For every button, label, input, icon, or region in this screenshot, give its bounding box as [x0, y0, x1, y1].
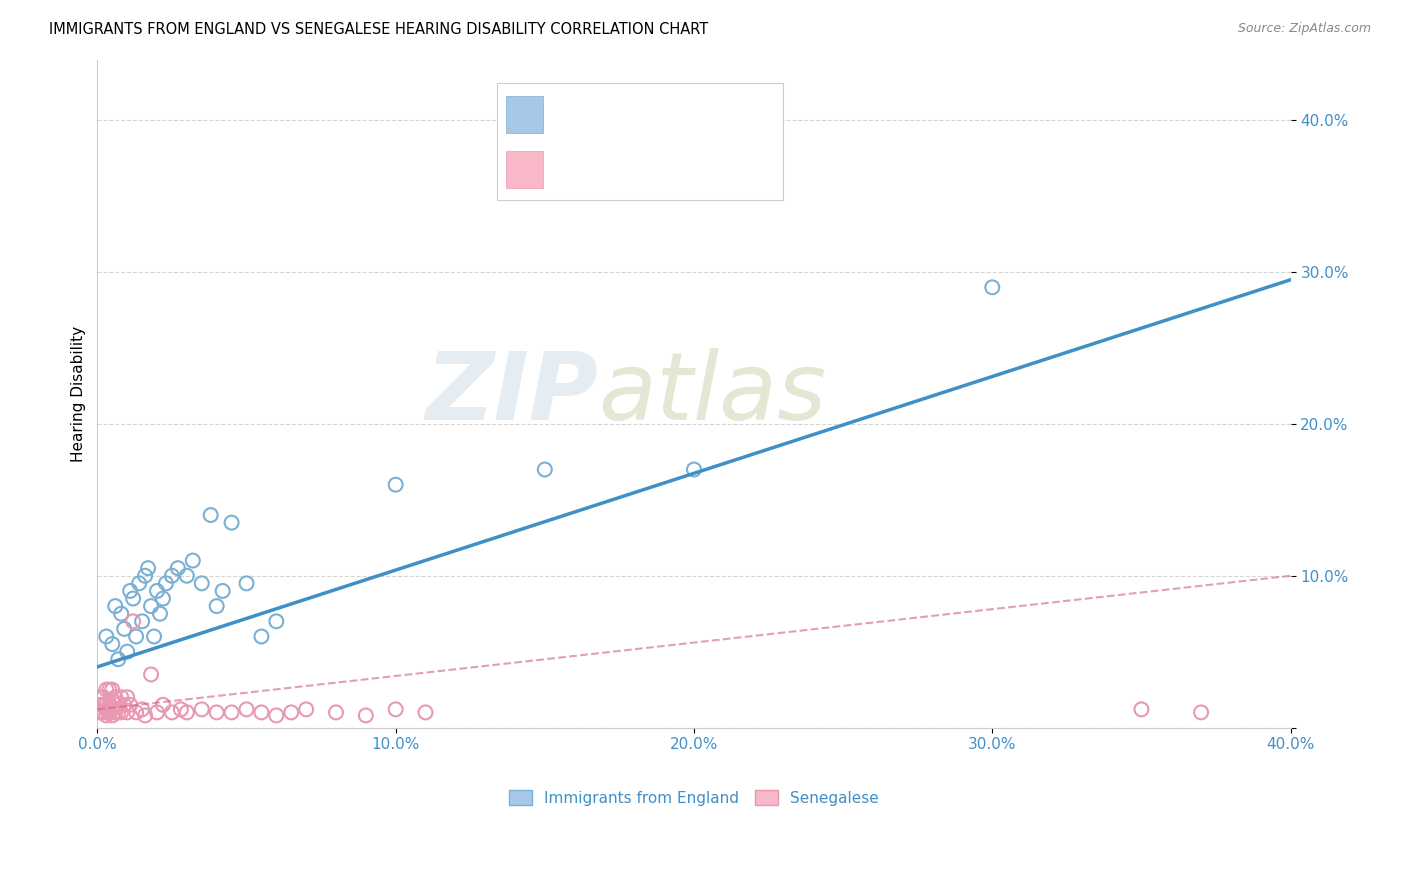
Point	[981, 280, 1004, 294]
Point	[266, 708, 288, 723]
Point	[152, 591, 174, 606]
Point	[384, 477, 406, 491]
Point	[325, 706, 347, 720]
Y-axis label: Hearing Disability: Hearing Disability	[72, 326, 86, 462]
Point	[176, 706, 198, 720]
Point	[104, 599, 127, 614]
Point	[221, 516, 243, 530]
Point	[101, 708, 124, 723]
Point	[200, 508, 222, 522]
Point	[107, 706, 129, 720]
Point	[89, 698, 111, 712]
Point	[104, 690, 127, 705]
Text: atlas: atlas	[599, 348, 827, 439]
Point	[89, 690, 111, 705]
Point	[86, 706, 108, 720]
Point	[115, 645, 138, 659]
Point	[134, 568, 156, 582]
Point	[143, 630, 166, 644]
Point	[96, 698, 118, 712]
Point	[742, 128, 765, 143]
Point	[112, 622, 135, 636]
Point	[160, 568, 183, 582]
Point	[190, 702, 212, 716]
Point	[91, 706, 114, 720]
Text: IMMIGRANTS FROM ENGLAND VS SENEGALESE HEARING DISABILITY CORRELATION CHART: IMMIGRANTS FROM ENGLAND VS SENEGALESE HE…	[49, 22, 709, 37]
Point	[1189, 706, 1212, 720]
Point	[128, 576, 150, 591]
Text: ZIP: ZIP	[426, 348, 599, 440]
Point	[107, 652, 129, 666]
Point	[112, 698, 135, 712]
Point	[266, 615, 288, 629]
Point	[683, 462, 706, 476]
Text: Source: ZipAtlas.com: Source: ZipAtlas.com	[1237, 22, 1371, 36]
Point	[98, 706, 121, 720]
Point	[221, 706, 243, 720]
Point	[205, 599, 228, 614]
Point	[176, 568, 198, 582]
Point	[115, 690, 138, 705]
Point	[110, 690, 132, 705]
Point	[139, 599, 162, 614]
Point	[155, 576, 177, 591]
Point	[160, 706, 183, 720]
Point	[384, 702, 406, 716]
Point	[149, 607, 172, 621]
Point	[139, 667, 162, 681]
Point	[115, 706, 138, 720]
Point	[125, 706, 148, 720]
Point	[131, 615, 153, 629]
Point	[96, 682, 118, 697]
Point	[205, 706, 228, 720]
Legend: Immigrants from England, Senegalese: Immigrants from England, Senegalese	[502, 782, 886, 814]
Point	[280, 706, 302, 720]
Point	[122, 591, 145, 606]
Point	[167, 561, 190, 575]
Point	[101, 702, 124, 716]
Point	[250, 630, 273, 644]
Point	[89, 706, 111, 720]
Point	[152, 698, 174, 712]
Point	[107, 698, 129, 712]
Point	[136, 561, 159, 575]
Point	[91, 698, 114, 712]
Point	[170, 702, 193, 716]
Point	[96, 702, 118, 716]
Point	[211, 583, 233, 598]
Point	[190, 576, 212, 591]
Point	[98, 682, 121, 697]
Point	[1130, 702, 1153, 716]
Point	[134, 708, 156, 723]
Point	[250, 706, 273, 720]
Point	[101, 693, 124, 707]
Point	[354, 708, 377, 723]
Point	[181, 553, 204, 567]
Point	[146, 706, 169, 720]
Point	[120, 698, 142, 712]
Point	[415, 706, 437, 720]
Point	[110, 607, 132, 621]
Point	[96, 708, 118, 723]
Point	[91, 690, 114, 705]
Point	[104, 706, 127, 720]
Point	[120, 583, 142, 598]
Point	[101, 682, 124, 697]
Point	[131, 702, 153, 716]
Point	[125, 630, 148, 644]
Point	[235, 702, 257, 716]
Point	[122, 615, 145, 629]
Point	[110, 706, 132, 720]
Point	[96, 630, 118, 644]
Point	[533, 462, 555, 476]
Point	[146, 583, 169, 598]
Point	[295, 702, 318, 716]
Point	[101, 637, 124, 651]
Point	[235, 576, 257, 591]
Point	[98, 698, 121, 712]
